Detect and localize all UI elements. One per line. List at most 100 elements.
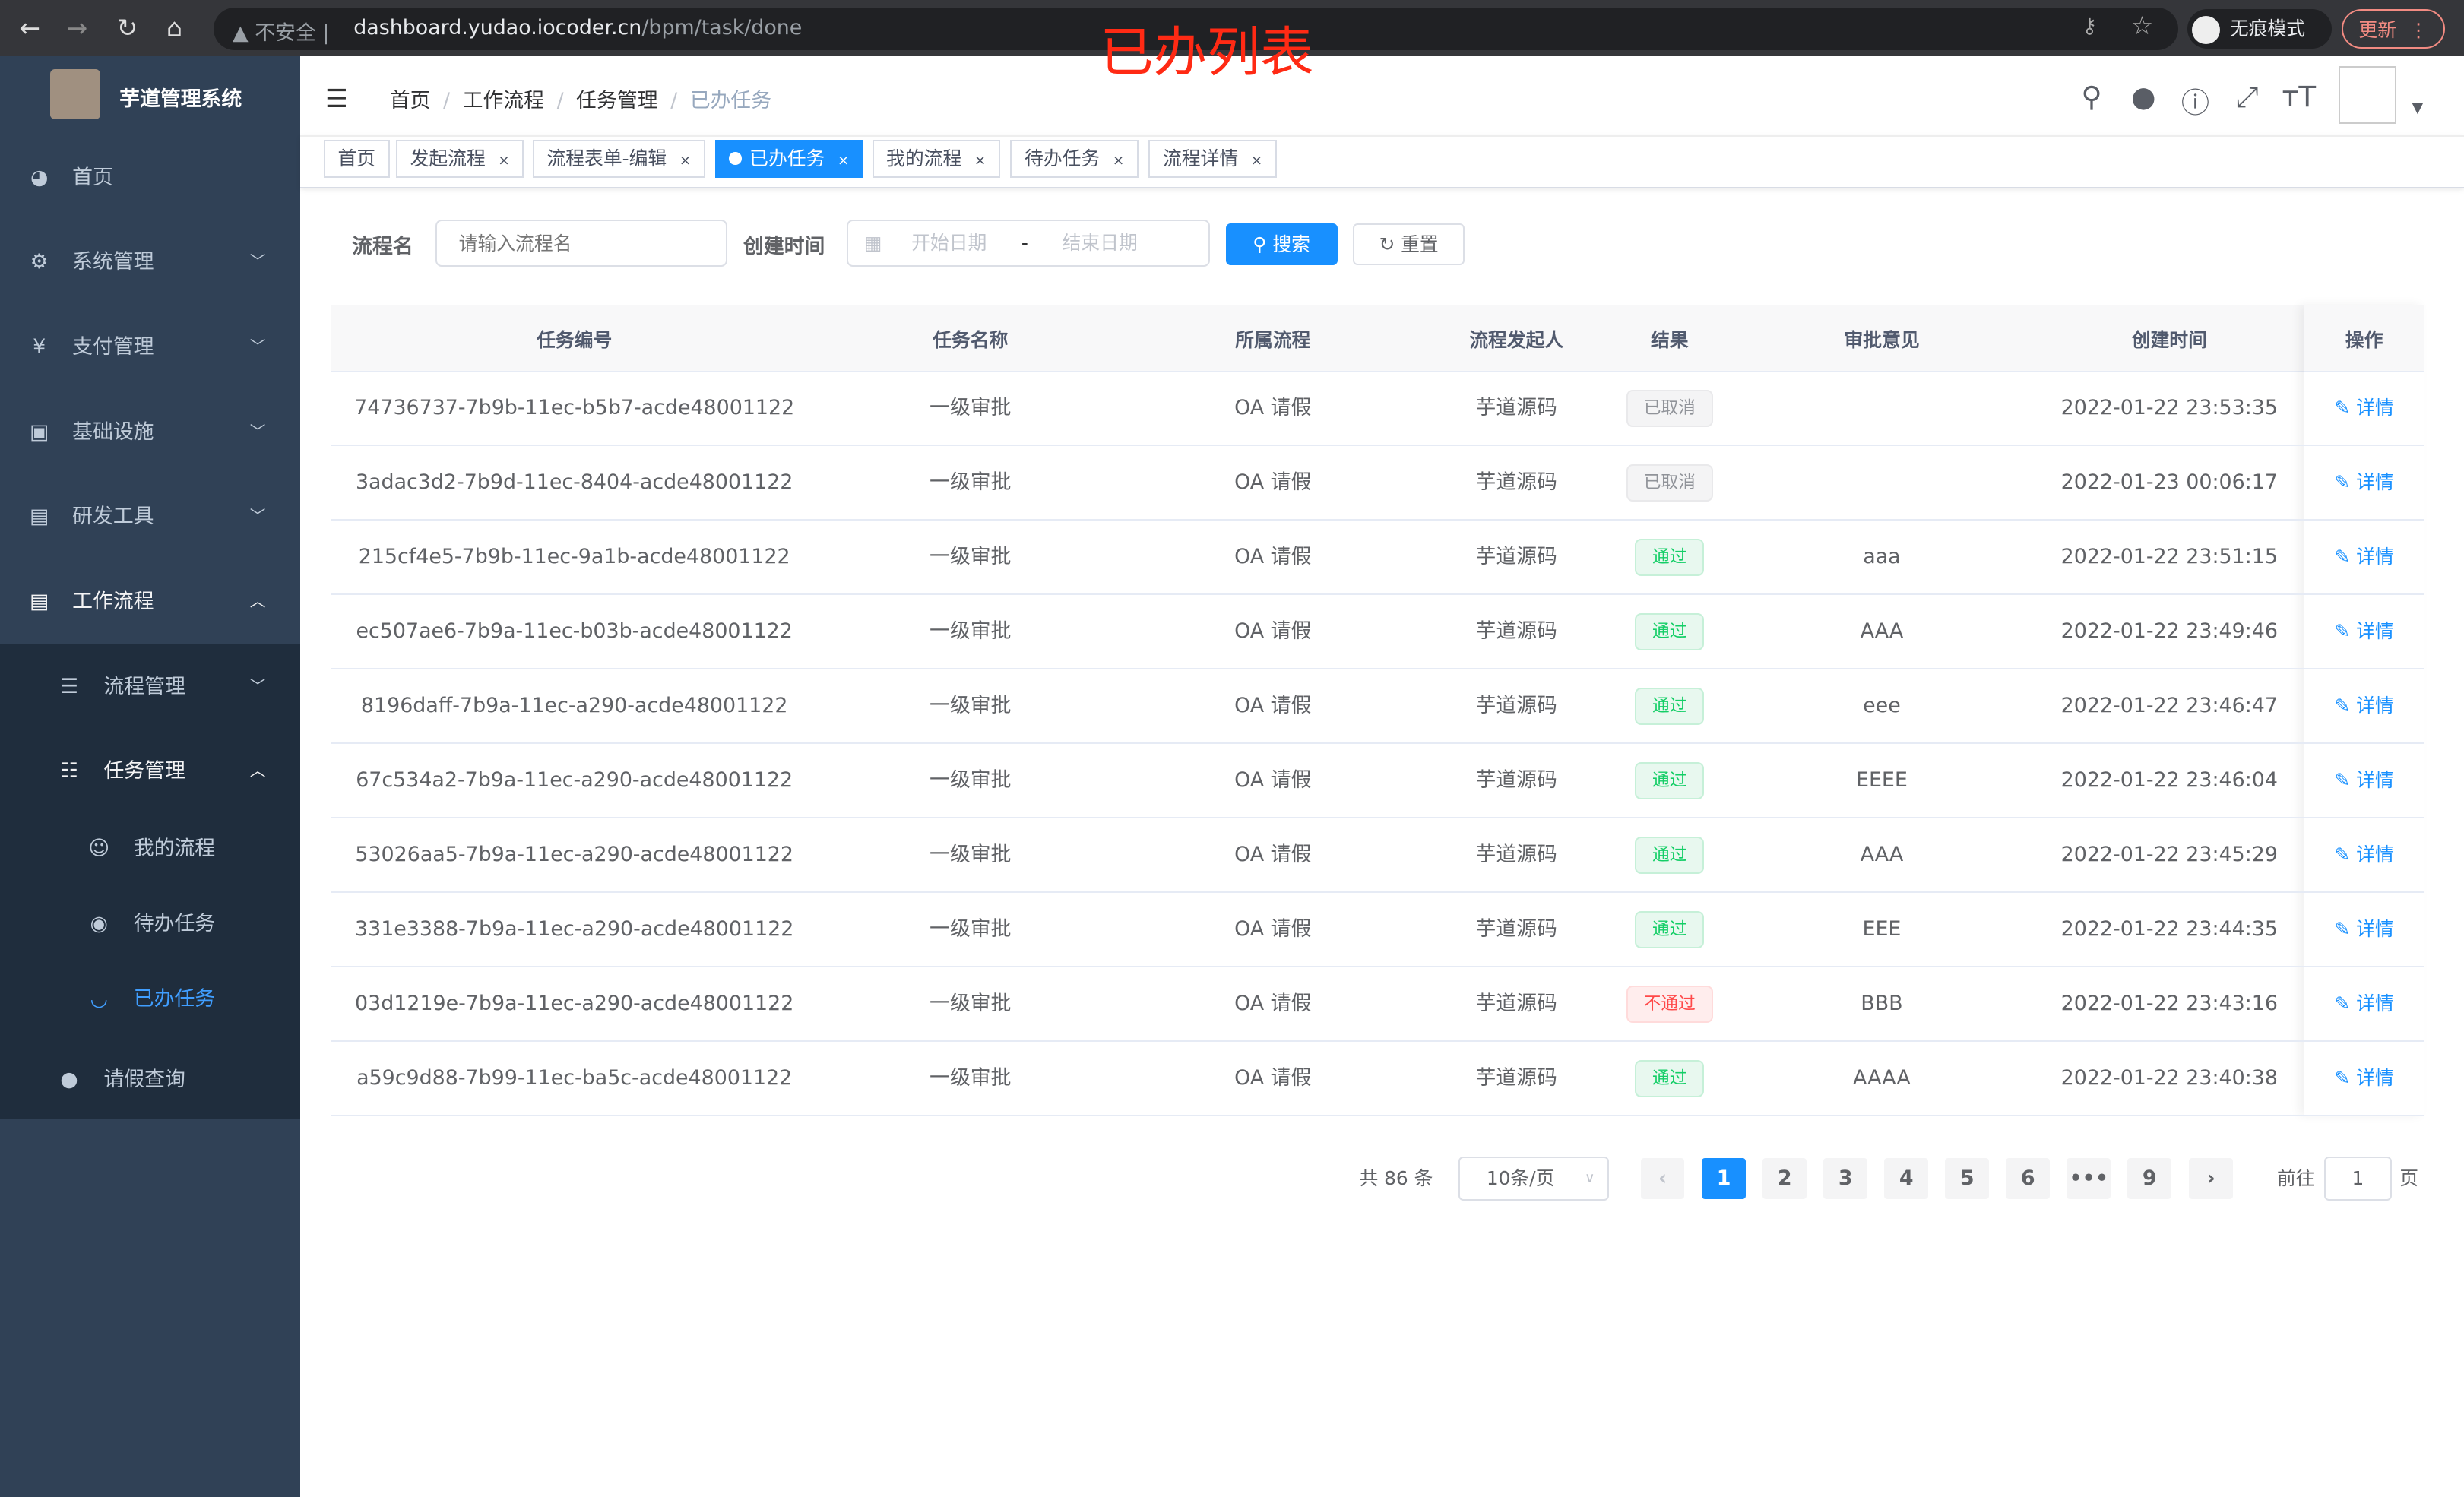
close-icon[interactable]: ×	[498, 153, 510, 169]
star-icon[interactable]: ☆	[2130, 11, 2154, 41]
tag-process-detail[interactable]: 流程详情 ×	[1148, 140, 1277, 178]
sidebar-item-infra[interactable]: ▣ 基础设施 ﹀	[0, 390, 300, 475]
end-date-input[interactable]: 结束日期	[1062, 232, 1138, 255]
cell-result: 已取消	[1610, 445, 1728, 519]
update-label: 更新	[2358, 19, 2396, 42]
breadcrumb: 首页 / 工作流程 / 任务管理 / 已办任务	[389, 88, 772, 112]
breadcrumb-item[interactable]: 首页	[389, 88, 431, 112]
breadcrumb-item[interactable]: 任务管理	[576, 88, 658, 112]
sidebar-item-devtools[interactable]: ▤ 研发工具 ﹀	[0, 474, 300, 559]
incognito-badge[interactable]: 无痕模式	[2187, 9, 2333, 49]
cell-comment: EEEE	[1855, 767, 1908, 792]
address-bar[interactable]	[214, 8, 2178, 51]
key-icon[interactable]: ⚷	[2082, 14, 2098, 38]
close-icon[interactable]: ×	[974, 153, 987, 169]
start-date-input[interactable]: 开始日期	[911, 232, 987, 255]
back-icon[interactable]: ←	[19, 12, 41, 43]
caret-down-icon[interactable]: ▼	[2412, 100, 2424, 117]
cell-result: 通过	[1610, 669, 1728, 742]
status-badge: 已取消	[1626, 464, 1713, 502]
page-button[interactable]: 9	[2127, 1157, 2172, 1199]
cell-name: 一级审批	[929, 395, 1012, 419]
page-button[interactable]: 2	[1762, 1157, 1807, 1199]
prev-page-button[interactable]: ‹	[1640, 1157, 1685, 1199]
tag-done-task[interactable]: 已办任务 ×	[714, 140, 863, 178]
tag-my-process[interactable]: 我的流程 ×	[872, 140, 1000, 178]
edit-icon: ✎	[2334, 470, 2357, 493]
reset-button[interactable]: ↻ 重置	[1353, 223, 1465, 266]
tag-home[interactable]: 首页	[323, 140, 390, 178]
cell-name: 一级审批	[929, 470, 1012, 494]
detail-label: 详情	[2356, 545, 2394, 568]
process-name-input[interactable]	[435, 220, 728, 267]
close-icon[interactable]: ×	[1112, 153, 1125, 169]
submenu-bg	[0, 644, 300, 1119]
tag-label: 首页	[337, 147, 376, 170]
detail-button[interactable]: ✎ 详情	[2335, 546, 2394, 568]
sidebar-item-label: 待办任务	[133, 912, 216, 936]
close-icon[interactable]: ×	[1250, 153, 1263, 169]
close-icon[interactable]: ×	[679, 153, 692, 169]
page-button[interactable]: 1	[1702, 1157, 1747, 1199]
detail-button[interactable]: ✎ 详情	[2335, 769, 2394, 791]
close-icon[interactable]: ×	[837, 153, 850, 169]
cell-comment: EEE	[1862, 916, 1902, 941]
sidebar-item-my-process[interactable]: ☺ 我的流程	[0, 811, 300, 886]
detail-button[interactable]: ✎ 详情	[2335, 843, 2394, 866]
sidebar-item-task-manage[interactable]: ☷ 任务管理 ︿	[0, 729, 300, 814]
detail-button[interactable]: ✎ 详情	[2335, 992, 2394, 1014]
sidebar-item-pay[interactable]: ¥ 支付管理 ﹀	[0, 305, 300, 390]
tag-todo[interactable]: 待办任务 ×	[1010, 140, 1139, 178]
page-size-select[interactable]: 10条/页 ∨	[1458, 1156, 1610, 1201]
tag-start-process[interactable]: 发起流程 ×	[396, 140, 524, 178]
tag-form-edit[interactable]: 流程表单-编辑 ×	[532, 140, 705, 178]
font-size-icon[interactable]: ᴛT	[2282, 80, 2317, 114]
cell-id: 67c534a2-7b9a-11ec-a290-acde48001122	[356, 767, 793, 792]
page-button[interactable]: 3	[1823, 1157, 1868, 1199]
fullscreen-icon[interactable]: ⤢	[2235, 80, 2259, 114]
detail-button[interactable]: ✎ 详情	[2335, 1067, 2394, 1089]
help-icon[interactable]: ⓘ	[2181, 86, 2210, 120]
sidebar-item-home[interactable]: ◕ 首页	[0, 135, 300, 220]
update-button[interactable]: 更新 ⋮	[2341, 9, 2446, 49]
status-badge: 已取消	[1626, 389, 1713, 428]
sidebar-item-done[interactable]: ◡ 已办任务	[0, 961, 300, 1037]
breadcrumb-item[interactable]: 工作流程	[462, 88, 545, 112]
detail-button[interactable]: ✎ 详情	[2335, 397, 2394, 419]
status-badge: 通过	[1635, 538, 1705, 577]
forward-icon[interactable]: →	[66, 12, 88, 43]
detail-label: 详情	[2356, 992, 2394, 1014]
search-icon[interactable]: ⚲	[2081, 80, 2102, 114]
reload-icon[interactable]: ↻	[116, 12, 138, 43]
detail-button[interactable]: ✎ 详情	[2335, 695, 2394, 717]
page-button[interactable]: 5	[1945, 1157, 1990, 1199]
edit-icon: ✎	[2334, 396, 2357, 419]
hamburger-icon[interactable]: ☰	[325, 83, 348, 113]
page-button[interactable]: 6	[2006, 1157, 2051, 1199]
search-button[interactable]: ⚲ 搜索	[1225, 223, 1338, 266]
github-icon[interactable]: ●	[2130, 80, 2156, 114]
detail-button[interactable]: ✎ 详情	[2335, 620, 2394, 642]
calendar-icon: ▦	[864, 232, 882, 255]
sidebar-item-workflow[interactable]: ▤ 工作流程 ︿	[0, 559, 300, 644]
cell-comment: AAA	[1860, 842, 1904, 866]
goto-label: 前往	[2276, 1166, 2315, 1189]
page-button[interactable]: 4	[1884, 1157, 1929, 1199]
cell-time: 2022-01-22 23:44:35	[2060, 916, 2278, 941]
url-text[interactable]: dashboard.yudao.iocoder.cn/bpm/task/done	[353, 16, 802, 40]
sidebar-item-leave[interactable]: ● 请假查询	[0, 1040, 300, 1119]
sidebar-item-process-manage[interactable]: ☰ 流程管理 ﹀	[0, 644, 300, 730]
date-range-picker[interactable]: ▦ 开始日期 - 结束日期	[847, 220, 1211, 267]
goto-page-input[interactable]: 1	[2323, 1156, 2392, 1201]
home-icon[interactable]: ⌂	[166, 12, 182, 43]
next-page-button[interactable]: ›	[2189, 1157, 2234, 1199]
detail-button[interactable]: ✎ 详情	[2335, 471, 2394, 493]
avatar[interactable]	[2338, 65, 2397, 125]
sidebar-item-system[interactable]: ⚙ 系统管理 ﹀	[0, 220, 300, 305]
sidebar-item-todo[interactable]: ◉ 待办任务	[0, 886, 300, 961]
cell-comment: AAA	[1860, 619, 1904, 643]
more-pages-button[interactable]: •••	[2067, 1157, 2111, 1199]
cell-time: 2022-01-22 23:53:35	[2060, 395, 2278, 419]
detail-button[interactable]: ✎ 详情	[2335, 918, 2394, 940]
tag-label: 我的流程	[886, 147, 962, 170]
